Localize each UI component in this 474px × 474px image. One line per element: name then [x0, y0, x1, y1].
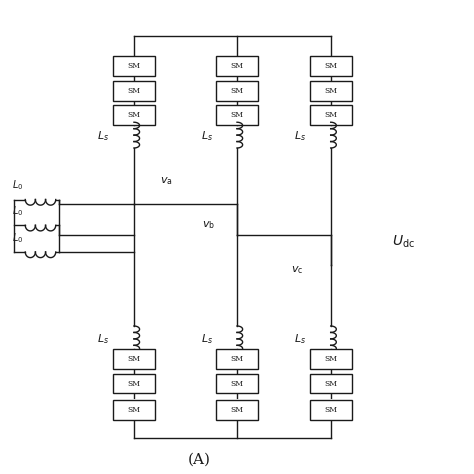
Text: $v_{\rm c}$: $v_{\rm c}$ — [291, 264, 303, 276]
Bar — [216, 81, 258, 100]
Text: SM: SM — [324, 355, 337, 363]
Text: SM: SM — [128, 62, 140, 70]
Bar — [216, 56, 258, 76]
Bar — [310, 374, 352, 393]
Text: $L_0$: $L_0$ — [12, 179, 24, 192]
Bar — [113, 349, 155, 369]
Text: $L_s$: $L_s$ — [201, 129, 212, 143]
Text: SM: SM — [324, 87, 337, 95]
Text: SM: SM — [128, 380, 140, 388]
Bar — [216, 374, 258, 393]
Bar — [113, 105, 155, 125]
Bar — [310, 81, 352, 100]
Text: $L_s$: $L_s$ — [201, 332, 212, 346]
Text: $L_0$: $L_0$ — [12, 204, 24, 218]
Text: $L_s$: $L_s$ — [294, 332, 306, 346]
Text: $L_s$: $L_s$ — [294, 129, 306, 143]
Text: SM: SM — [230, 62, 244, 70]
Text: SM: SM — [324, 62, 337, 70]
Text: (A): (A) — [188, 453, 211, 466]
Text: SM: SM — [230, 380, 244, 388]
Bar — [113, 401, 155, 420]
Bar — [310, 105, 352, 125]
Bar — [216, 349, 258, 369]
Bar — [310, 401, 352, 420]
Bar — [113, 81, 155, 100]
Bar — [216, 401, 258, 420]
Bar — [216, 105, 258, 125]
Text: SM: SM — [324, 380, 337, 388]
Text: $L_s$: $L_s$ — [98, 129, 109, 143]
Text: $v_{\rm a}$: $v_{\rm a}$ — [160, 175, 173, 187]
Text: SM: SM — [128, 406, 140, 414]
Bar — [113, 374, 155, 393]
Text: SM: SM — [128, 355, 140, 363]
Text: SM: SM — [324, 111, 337, 119]
Text: SM: SM — [230, 355, 244, 363]
Text: SM: SM — [230, 406, 244, 414]
Text: SM: SM — [230, 87, 244, 95]
Bar — [310, 56, 352, 76]
Text: $v_{\rm b}$: $v_{\rm b}$ — [202, 219, 215, 231]
Text: $L_0$: $L_0$ — [12, 231, 24, 245]
Text: $U_{\rm dc}$: $U_{\rm dc}$ — [392, 234, 415, 250]
Text: SM: SM — [324, 406, 337, 414]
Text: SM: SM — [128, 111, 140, 119]
Text: SM: SM — [128, 87, 140, 95]
Bar — [113, 56, 155, 76]
Bar — [310, 349, 352, 369]
Text: $L_s$: $L_s$ — [98, 332, 109, 346]
Text: SM: SM — [230, 111, 244, 119]
